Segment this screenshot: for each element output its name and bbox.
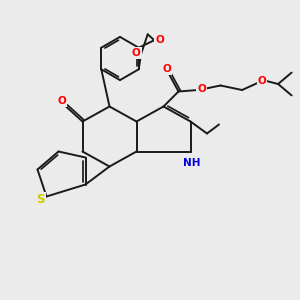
Text: O: O	[132, 48, 141, 58]
Text: O: O	[155, 34, 164, 45]
Text: S: S	[36, 193, 45, 206]
Text: NH: NH	[183, 158, 201, 168]
Text: O: O	[162, 64, 171, 74]
Text: O: O	[258, 76, 267, 86]
Text: O: O	[57, 96, 66, 106]
Text: O: O	[197, 84, 206, 94]
